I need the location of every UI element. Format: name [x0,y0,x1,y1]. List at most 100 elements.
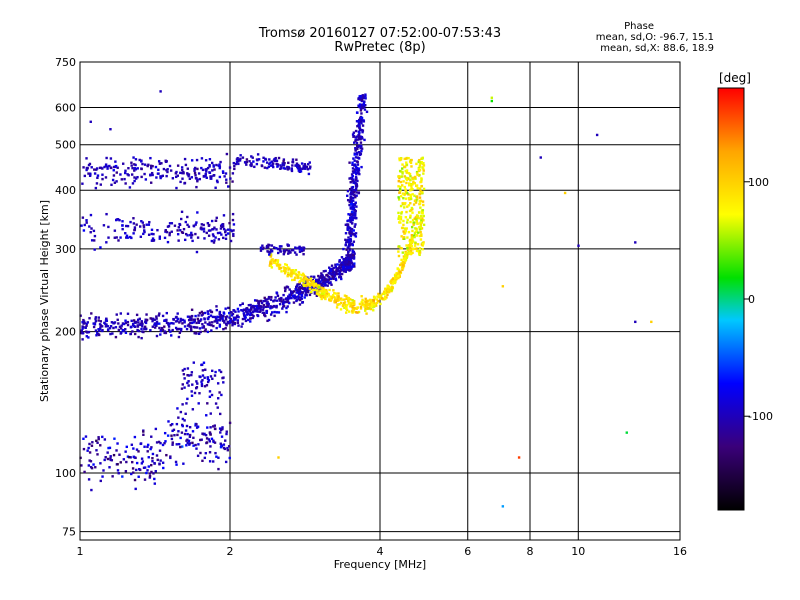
echo-point [191,430,195,433]
echo-point [256,314,260,318]
echo-point [414,201,418,204]
echo-point [188,426,192,429]
echo-point [246,312,250,316]
echo-point [130,173,134,176]
echo-point [287,252,290,255]
echo-point [174,460,178,464]
echo-point [112,326,115,330]
echo-point [240,325,243,328]
echo-point [351,218,354,222]
echo-point [185,444,188,447]
echo-point [122,458,126,461]
echo-point [410,206,414,210]
echo-point [349,239,352,242]
echo-point [351,299,354,302]
echo-point [415,229,418,232]
echo-point [361,130,364,134]
echo-point [403,203,406,206]
echo-point [209,375,213,378]
echo-point [143,172,146,176]
echo-point [301,272,305,275]
echo-point [145,223,148,226]
echo-point [422,241,425,244]
echo-point [101,177,104,181]
echo-point [349,195,353,199]
x-tick-label: 16 [673,545,687,558]
echo-point [90,312,93,315]
echo-point [401,170,404,174]
echo-point [414,230,417,234]
echo-point [85,335,88,338]
echo-point [201,369,205,372]
echo-point [195,177,198,180]
echo-point [343,298,346,301]
echo-point [246,310,249,314]
echo-point [195,423,198,426]
echo-point [420,192,423,195]
echo-point [353,306,356,310]
echo-point [292,301,296,304]
echo-point [229,317,232,321]
echo-point [410,165,413,168]
echo-point [358,126,361,129]
echo-point [409,246,412,249]
echo-point [194,386,198,390]
echo-point [174,172,178,175]
echo-point [418,168,422,172]
echo-point [187,439,191,443]
echo-point [219,317,222,321]
echo-point [418,251,422,254]
echo-point [209,177,212,180]
echo-point [350,217,354,220]
echo-point [345,306,348,310]
echo-point [93,239,96,242]
echo-point [146,443,150,447]
echo-point [209,445,212,448]
echo-point [179,180,182,184]
echo-point [406,247,409,250]
echo-point [213,168,216,171]
echo-point [418,217,422,220]
echo-point [128,455,131,459]
echo-point [186,234,189,237]
echo-point [346,266,349,269]
echo-point [399,221,402,224]
echo-point [162,466,165,470]
echo-point [415,249,419,253]
echo-point [190,159,194,162]
echo-point [97,332,100,336]
echo-point [379,302,382,306]
echo-point [131,460,134,464]
echo-point [418,161,422,164]
echo-point [409,195,413,199]
echo-point [336,297,340,300]
echo-point [190,231,193,235]
echo-point [234,310,237,313]
echo-point [350,177,354,181]
echo-point [179,436,182,440]
echo-point [208,451,212,454]
echo-point [159,176,162,180]
echo-point [151,317,155,321]
echo-point [88,451,92,454]
echo-point [124,331,128,335]
echo-point [199,318,203,321]
echo-point [352,263,356,267]
echo-point [192,318,196,321]
echo-point [335,292,338,295]
echo-point [135,448,139,451]
echo-point [169,169,173,172]
echo-point [209,309,212,312]
echo-point [274,296,277,299]
echo-point [195,221,198,224]
echo-point [409,241,412,244]
x-tick-label: 2 [227,545,234,558]
echo-point [304,278,308,281]
echo-point [237,310,240,313]
echo-point [200,363,203,367]
echo-point [97,436,100,439]
echo-point [275,162,278,166]
echo-point [110,321,114,324]
echo-point [361,124,365,127]
echo-point [156,458,159,462]
